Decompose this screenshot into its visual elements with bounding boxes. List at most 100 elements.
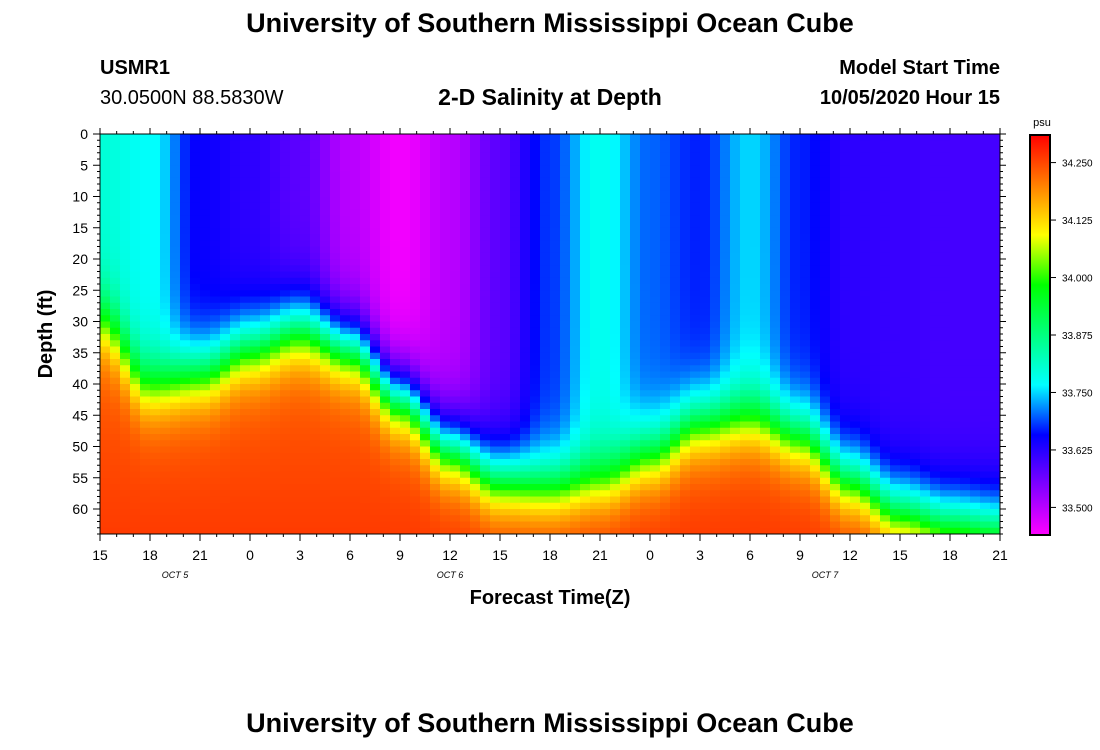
heatmap-cell (760, 159, 771, 166)
heatmap-cell (320, 384, 331, 391)
heatmap-cell (100, 146, 111, 154)
heatmap-cell (680, 452, 691, 460)
heatmap-cell (740, 484, 751, 491)
heatmap-cell (450, 490, 461, 498)
heatmap-cell (510, 196, 521, 204)
heatmap-cell (520, 452, 531, 460)
heatmap-cell (770, 321, 781, 329)
heatmap-cell (530, 365, 541, 373)
heatmap-cell (150, 252, 161, 260)
heatmap-cell (470, 321, 481, 329)
heatmap-cell (870, 202, 881, 210)
heatmap-cell (430, 246, 441, 254)
heatmap-cell (740, 434, 751, 441)
heatmap-cell (490, 202, 501, 210)
heatmap-cell (860, 221, 871, 229)
heatmap-cell (380, 477, 391, 485)
heatmap-cell (570, 146, 581, 154)
heatmap-cell (750, 440, 761, 448)
heatmap-cell (770, 346, 781, 354)
heatmap-cell (550, 527, 561, 534)
heatmap-cell (100, 490, 111, 498)
heatmap-cell (790, 421, 801, 429)
heatmap-cell (110, 315, 121, 323)
heatmap-cell (480, 327, 491, 335)
heatmap-cell (790, 265, 801, 273)
heatmap-cell (820, 246, 831, 254)
heatmap-cell (760, 327, 771, 335)
heatmap-cell (410, 321, 421, 329)
heatmap-cell (800, 296, 811, 304)
heatmap-cell (730, 290, 741, 298)
heatmap-cell (230, 427, 241, 435)
heatmap-cell (240, 265, 251, 273)
heatmap-cell (820, 409, 831, 416)
heatmap-cell (190, 365, 201, 373)
heatmap-cell (840, 152, 851, 160)
heatmap-cell (630, 265, 641, 273)
heatmap-cell (220, 234, 231, 241)
heatmap-cell (570, 496, 581, 504)
heatmap-cell (550, 202, 561, 210)
heatmap-cell (520, 446, 531, 454)
heatmap-cell (700, 296, 711, 304)
heatmap-cell (130, 202, 141, 210)
heatmap-cell (280, 265, 291, 273)
heatmap-cell (870, 227, 881, 235)
heatmap-cell (650, 409, 661, 416)
heatmap-cell (850, 277, 861, 285)
heatmap-cell (520, 284, 531, 291)
heatmap-cell (790, 440, 801, 448)
heatmap-cell (820, 340, 831, 348)
heatmap-cell (770, 146, 781, 154)
heatmap-cell (260, 221, 271, 229)
heatmap-cell (130, 415, 141, 423)
heatmap-cell (610, 340, 621, 348)
heatmap-cell (790, 321, 801, 329)
heatmap-cell (770, 452, 781, 460)
heatmap-cell (410, 502, 421, 510)
heatmap-cell (770, 165, 781, 173)
heatmap-cell (380, 152, 391, 160)
heatmap-cell (720, 371, 731, 379)
heatmap-cell (130, 459, 141, 466)
heatmap-cell (620, 309, 631, 316)
heatmap-cell (660, 334, 671, 341)
heatmap-cell (310, 240, 321, 248)
heatmap-cell (200, 421, 211, 429)
heatmap-cell (430, 496, 441, 504)
heatmap-cell (560, 265, 571, 273)
heatmap-cell (340, 315, 351, 323)
heatmap-cell (450, 496, 461, 504)
heatmap-cell (800, 234, 811, 241)
heatmap-cell (700, 152, 711, 160)
heatmap-cell (130, 384, 141, 391)
heatmap-cell (480, 515, 491, 523)
heatmap-cell (320, 527, 331, 534)
heatmap-cell (560, 409, 571, 416)
heatmap-cell (470, 359, 481, 366)
heatmap-cell (120, 359, 131, 366)
heatmap-cell (690, 452, 701, 460)
heatmap-cell (460, 440, 471, 448)
heatmap-cell (860, 509, 871, 516)
heatmap-cell (260, 502, 271, 510)
heatmap-cell (330, 321, 341, 329)
heatmap-cell (560, 290, 571, 298)
heatmap-cell (230, 484, 241, 491)
heatmap-cell (400, 152, 411, 160)
heatmap-cell (690, 471, 701, 479)
heatmap-cell (400, 359, 411, 366)
heatmap-cell (670, 134, 681, 141)
heatmap-cell (280, 384, 291, 391)
heatmap-cell (210, 340, 221, 348)
heatmap-cell (780, 165, 791, 173)
heatmap-cell (470, 434, 481, 441)
heatmap-cell (360, 184, 371, 191)
heatmap-cell (540, 446, 551, 454)
heatmap-cell (200, 271, 211, 279)
heatmap-cell (630, 496, 641, 504)
heatmap-cell (670, 427, 681, 435)
heatmap-cell (450, 321, 461, 329)
heatmap-cell (510, 321, 521, 329)
